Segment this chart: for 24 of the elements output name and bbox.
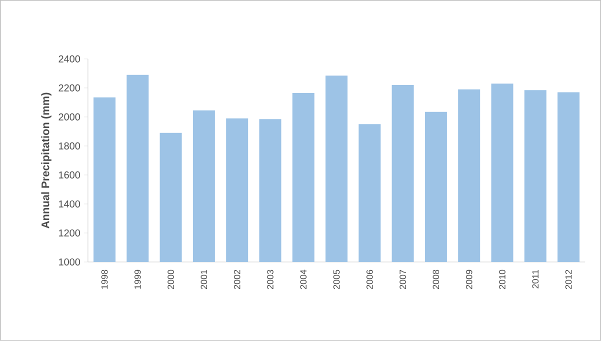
y-tick-label: 2000 <box>58 113 80 121</box>
x-tick-label: 2003 <box>267 270 274 290</box>
y-tick-label: 1000 <box>59 258 80 266</box>
y-tick-label: 2200 <box>58 84 80 92</box>
x-tick-label: 1999 <box>134 270 141 289</box>
x-tick-label: 2005 <box>333 270 340 290</box>
x-tick-label: 1998 <box>101 270 108 289</box>
y-tick-label: 1200 <box>59 229 80 237</box>
x-tick-label: 2008 <box>432 270 440 290</box>
y-axis-title: Annual Precipitation (mm) <box>41 92 52 228</box>
x-tick-label: 2011 <box>532 270 539 288</box>
x-tick-label: 2010 <box>499 270 506 290</box>
x-tick-label: 2002 <box>234 270 240 290</box>
x-tick-label: 2004 <box>300 270 307 290</box>
y-tick-label: 1600 <box>59 171 80 179</box>
x-tick-label: 2012 <box>565 270 572 290</box>
x-tick-label: 2007 <box>400 270 406 290</box>
y-tick-label: 1400 <box>59 200 80 208</box>
y-tick-label: 1800 <box>59 142 80 150</box>
x-tick-label: 2009 <box>466 270 472 290</box>
x-tick-label: 2006 <box>366 270 373 290</box>
x-tick-label: 2000 <box>168 270 174 290</box>
x-tick-label: 2001 <box>200 270 208 290</box>
y-tick-label: 2400 <box>58 55 80 62</box>
